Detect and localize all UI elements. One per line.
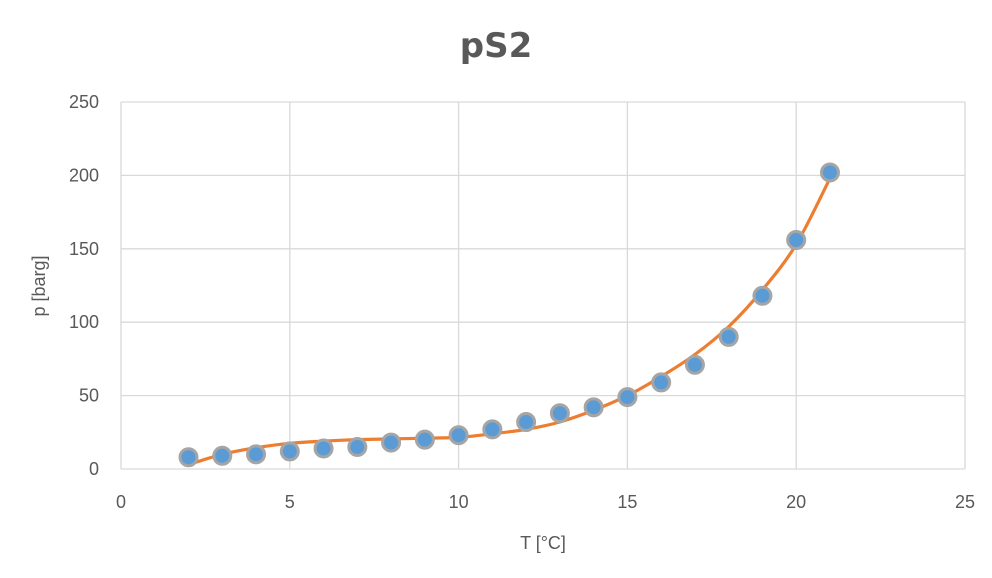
data-point <box>549 403 570 424</box>
data-point <box>684 354 705 375</box>
data-point <box>516 412 537 433</box>
x-axis-title: T [°C] <box>520 533 566 553</box>
y-tick-label: 200 <box>69 165 99 185</box>
data-point <box>786 229 807 250</box>
data-point <box>414 429 435 450</box>
y-tick-label: 0 <box>89 459 99 479</box>
data-point <box>583 397 604 418</box>
data-point <box>482 419 503 440</box>
x-tick-label: 10 <box>449 492 469 512</box>
data-point <box>347 436 368 457</box>
data-point <box>279 441 300 462</box>
y-tick-label: 50 <box>79 386 99 406</box>
data-point <box>313 438 334 459</box>
chart-title: pS2 <box>459 26 533 66</box>
data-point <box>178 447 199 468</box>
data-point <box>448 425 469 446</box>
data-point <box>718 326 739 347</box>
data-point <box>246 444 267 465</box>
y-tick-label: 100 <box>69 312 99 332</box>
data-point <box>752 285 773 306</box>
x-tick-label: 20 <box>786 492 806 512</box>
trendline <box>188 177 832 467</box>
x-tick-label: 15 <box>617 492 637 512</box>
data-point <box>381 432 402 453</box>
x-tick-label: 5 <box>285 492 295 512</box>
data-point <box>212 445 233 466</box>
data-point <box>819 162 840 183</box>
y-tick-label: 250 <box>69 92 99 112</box>
y-axis-title: p [barg] <box>29 255 49 316</box>
y-tick-label: 150 <box>69 239 99 259</box>
data-point <box>651 372 672 393</box>
x-tick-label: 0 <box>116 492 126 512</box>
data-point <box>617 387 638 408</box>
x-tick-label: 25 <box>955 492 975 512</box>
